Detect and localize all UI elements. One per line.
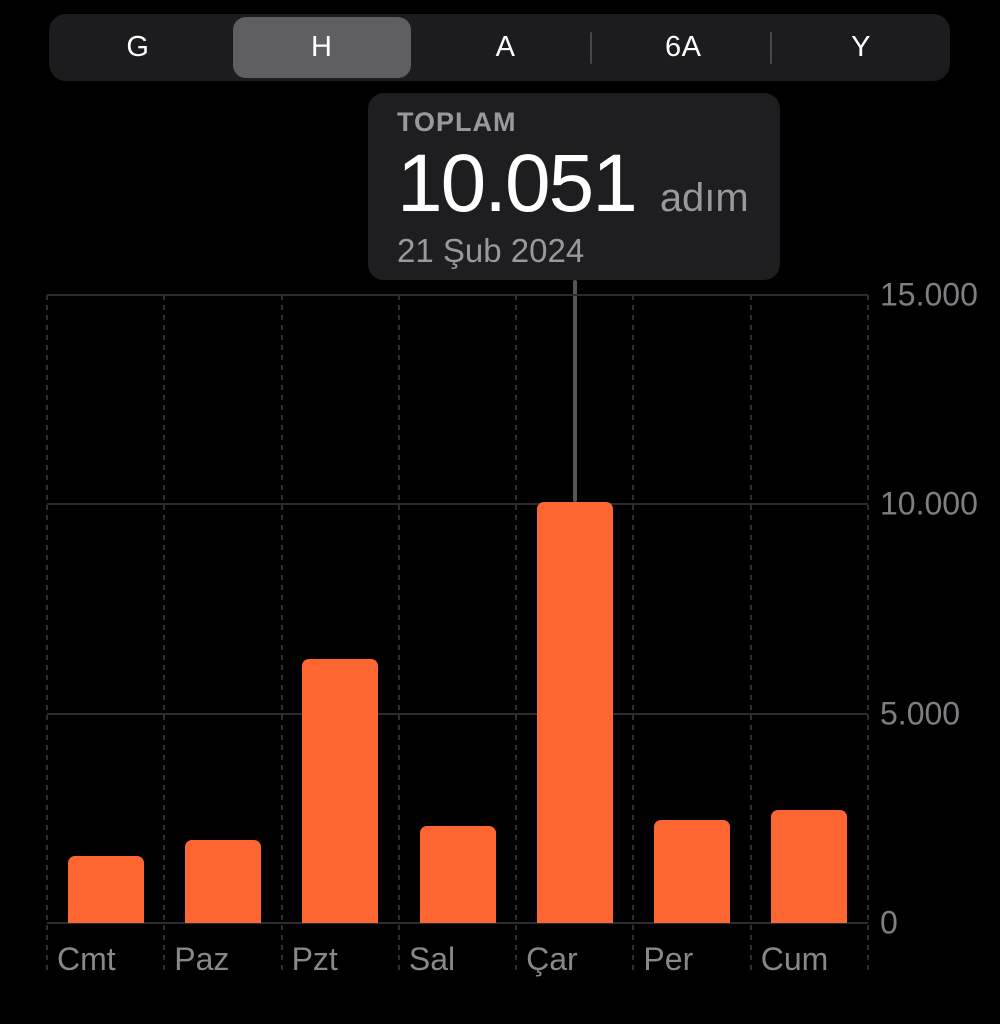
horizontal-gridline bbox=[47, 294, 868, 296]
vertical-gridline bbox=[632, 295, 635, 975]
segment-separator bbox=[770, 31, 772, 64]
x-axis-label: Per bbox=[643, 941, 694, 977]
x-axis-label: Pzt bbox=[291, 941, 338, 977]
tooltip-date: 21 Şub 2024 bbox=[397, 232, 585, 269]
tooltip-value-row: 10.051 adım bbox=[397, 140, 780, 228]
x-axis-label: Sal bbox=[408, 941, 456, 977]
tooltip-title: TOPLAM bbox=[397, 107, 517, 137]
bar-sal[interactable] bbox=[419, 826, 496, 923]
segment-day[interactable]: G bbox=[126, 31, 150, 63]
vertical-gridline bbox=[867, 295, 869, 975]
time-range-segmented-control: G H A 6A Y bbox=[49, 14, 950, 81]
selection-tooltip: TOPLAM 10.051 adım 21 Şub 2024 bbox=[368, 93, 780, 280]
x-axis-label: Çar bbox=[526, 941, 578, 977]
bar-cum[interactable] bbox=[771, 810, 848, 923]
y-axis-label: 0 bbox=[880, 904, 898, 941]
steps-bar-chart: 0 5.000 10.000 15.000 Cmt Paz Pzt Sal Çar Per Cum bbox=[46, 277, 978, 977]
x-axis-label: Paz bbox=[174, 941, 230, 977]
bar-cmt[interactable] bbox=[67, 856, 144, 923]
segment-separator bbox=[590, 31, 592, 64]
vertical-gridline bbox=[163, 295, 166, 975]
steps-unit-label: adım bbox=[659, 176, 749, 220]
vertical-gridline bbox=[46, 295, 48, 975]
segment-month[interactable]: A bbox=[495, 31, 516, 63]
x-axis-label: Cmt bbox=[57, 941, 116, 977]
bar-çar[interactable] bbox=[536, 502, 613, 923]
y-axis-label: 5.000 bbox=[880, 695, 961, 732]
y-axis-label: 10.000 bbox=[880, 485, 978, 522]
vertical-gridline bbox=[515, 295, 518, 975]
vertical-gridline bbox=[397, 295, 400, 975]
segment-six-months[interactable]: 6A bbox=[665, 31, 702, 63]
bar-paz[interactable] bbox=[184, 840, 261, 923]
horizontal-gridline bbox=[47, 922, 868, 924]
horizontal-gridline bbox=[47, 503, 868, 506]
tooltip-pointer-line bbox=[572, 280, 577, 503]
segment-year[interactable]: Y bbox=[851, 31, 871, 63]
bar-pzt[interactable] bbox=[302, 659, 379, 923]
bar-per[interactable] bbox=[654, 820, 731, 923]
horizontal-gridline bbox=[47, 712, 868, 715]
segment-week[interactable]: H bbox=[232, 17, 411, 78]
x-axis-label: Cum bbox=[760, 941, 829, 977]
total-steps-value: 10.051 bbox=[397, 138, 638, 229]
y-axis-label: 15.000 bbox=[880, 276, 978, 313]
vertical-gridline bbox=[280, 295, 283, 975]
vertical-gridline bbox=[749, 295, 752, 975]
